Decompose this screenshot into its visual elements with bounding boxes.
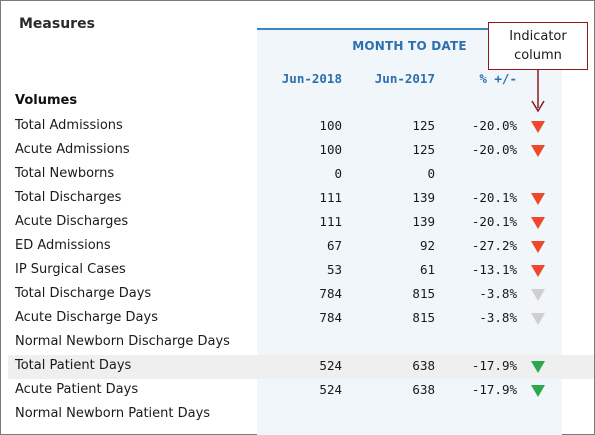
row-label: Normal Newborn Patient Days: [15, 406, 211, 421]
table-row: Normal Newborn Patient Days: [8, 403, 594, 427]
cell-percent-change: -20.1%: [471, 214, 517, 229]
cell-prior: 125: [412, 142, 435, 157]
cell-current: 784: [319, 286, 342, 301]
cell-percent-change: -20.1%: [471, 190, 517, 205]
table-row: Acute Discharges 111 139 -20.1%: [8, 211, 594, 235]
cell-prior: 61: [419, 262, 435, 277]
cell-current: 524: [319, 358, 342, 373]
cell-percent-change: -17.9%: [471, 358, 517, 373]
cell-prior: 638: [412, 382, 435, 397]
cell-prior: 0: [427, 166, 435, 181]
callout-line-2: column: [514, 48, 562, 63]
down-red-triangle-icon: [531, 121, 545, 133]
cell-prior: 139: [412, 190, 435, 205]
down-red-triangle-icon: [531, 217, 545, 229]
column-header-prior: Jun-2017: [374, 71, 435, 86]
table-row: Acute Patient Days 524 638 -17.9%: [8, 379, 594, 403]
callout-line-1: Indicator: [509, 29, 567, 44]
panel-title: Measures: [19, 16, 95, 32]
table-row: Total Discharge Days 784 815 -3.8%: [8, 283, 594, 307]
cell-percent-change: -27.2%: [471, 238, 517, 253]
cell-prior: 815: [412, 286, 435, 301]
down-red-triangle-icon: [531, 193, 545, 205]
down-red-triangle-icon: [531, 265, 545, 277]
cell-prior: 139: [412, 214, 435, 229]
table-row: Normal Newborn Discharge Days: [8, 331, 594, 355]
section-heading-volumes: Volumes: [15, 93, 78, 108]
table-row: Total Discharges 111 139 -20.1%: [8, 187, 594, 211]
down-red-triangle-icon: [531, 241, 545, 253]
column-header-current: Jun-2018: [281, 71, 342, 86]
cell-percent-change: -3.8%: [479, 286, 517, 301]
row-label: Acute Discharges: [15, 214, 129, 229]
cell-percent-change: -3.8%: [479, 310, 517, 325]
cell-prior: 638: [412, 358, 435, 373]
cell-current: 111: [319, 190, 342, 205]
row-label: Total Newborns: [15, 166, 115, 181]
cell-percent-change: -17.9%: [471, 382, 517, 397]
table-row: IP Surgical Cases 53 61 -13.1%: [8, 259, 594, 283]
row-label: Total Discharges: [15, 190, 122, 205]
row-label: IP Surgical Cases: [15, 262, 126, 277]
table-row: Total Newborns 0 0: [8, 163, 594, 187]
row-label: Acute Admissions: [15, 142, 130, 157]
down-red-triangle-icon: [531, 145, 545, 157]
cell-percent-change: -20.0%: [471, 118, 517, 133]
row-label: Acute Patient Days: [15, 382, 139, 397]
table-row: ED Admissions 67 92 -27.2%: [8, 235, 594, 259]
table-row: Total Admissions 100 125 -20.0%: [8, 115, 594, 139]
cell-percent-change: -20.0%: [471, 142, 517, 157]
row-label: ED Admissions: [15, 238, 111, 253]
column-header-percent-change: % +/-: [479, 71, 517, 86]
down-green-triangle-icon: [531, 385, 545, 397]
table-row: Acute Admissions 100 125 -20.0%: [8, 139, 594, 163]
callout-arrow-icon: [531, 70, 545, 113]
table-row: Acute Discharge Days 784 815 -3.8%: [8, 307, 594, 331]
indicator-column-callout: Indicator column: [488, 22, 588, 70]
row-label: Acute Discharge Days: [15, 310, 158, 325]
cell-prior: 92: [419, 238, 435, 253]
down-gray-triangle-icon: [531, 289, 545, 301]
cell-current: 0: [334, 166, 342, 181]
cell-prior: 125: [412, 118, 435, 133]
cell-current: 100: [319, 118, 342, 133]
row-label: Total Admissions: [15, 118, 123, 133]
table-row: Total Patient Days 524 638 -17.9%: [8, 355, 594, 379]
cell-prior: 815: [412, 310, 435, 325]
cell-percent-change: -13.1%: [471, 262, 517, 277]
cell-current: 53: [326, 262, 342, 277]
cell-current: 100: [319, 142, 342, 157]
row-label: Normal Newborn Discharge Days: [15, 334, 230, 349]
period-header: MONTH TO DATE: [352, 39, 467, 53]
down-green-triangle-icon: [531, 361, 545, 373]
row-label: Total Discharge Days: [15, 286, 152, 301]
cell-current: 67: [326, 238, 342, 253]
cell-current: 524: [319, 382, 342, 397]
row-label: Total Patient Days: [15, 358, 132, 373]
down-gray-triangle-icon: [531, 313, 545, 325]
month-to-date-top-rule: [257, 28, 562, 30]
cell-current: 784: [319, 310, 342, 325]
cell-current: 111: [319, 214, 342, 229]
